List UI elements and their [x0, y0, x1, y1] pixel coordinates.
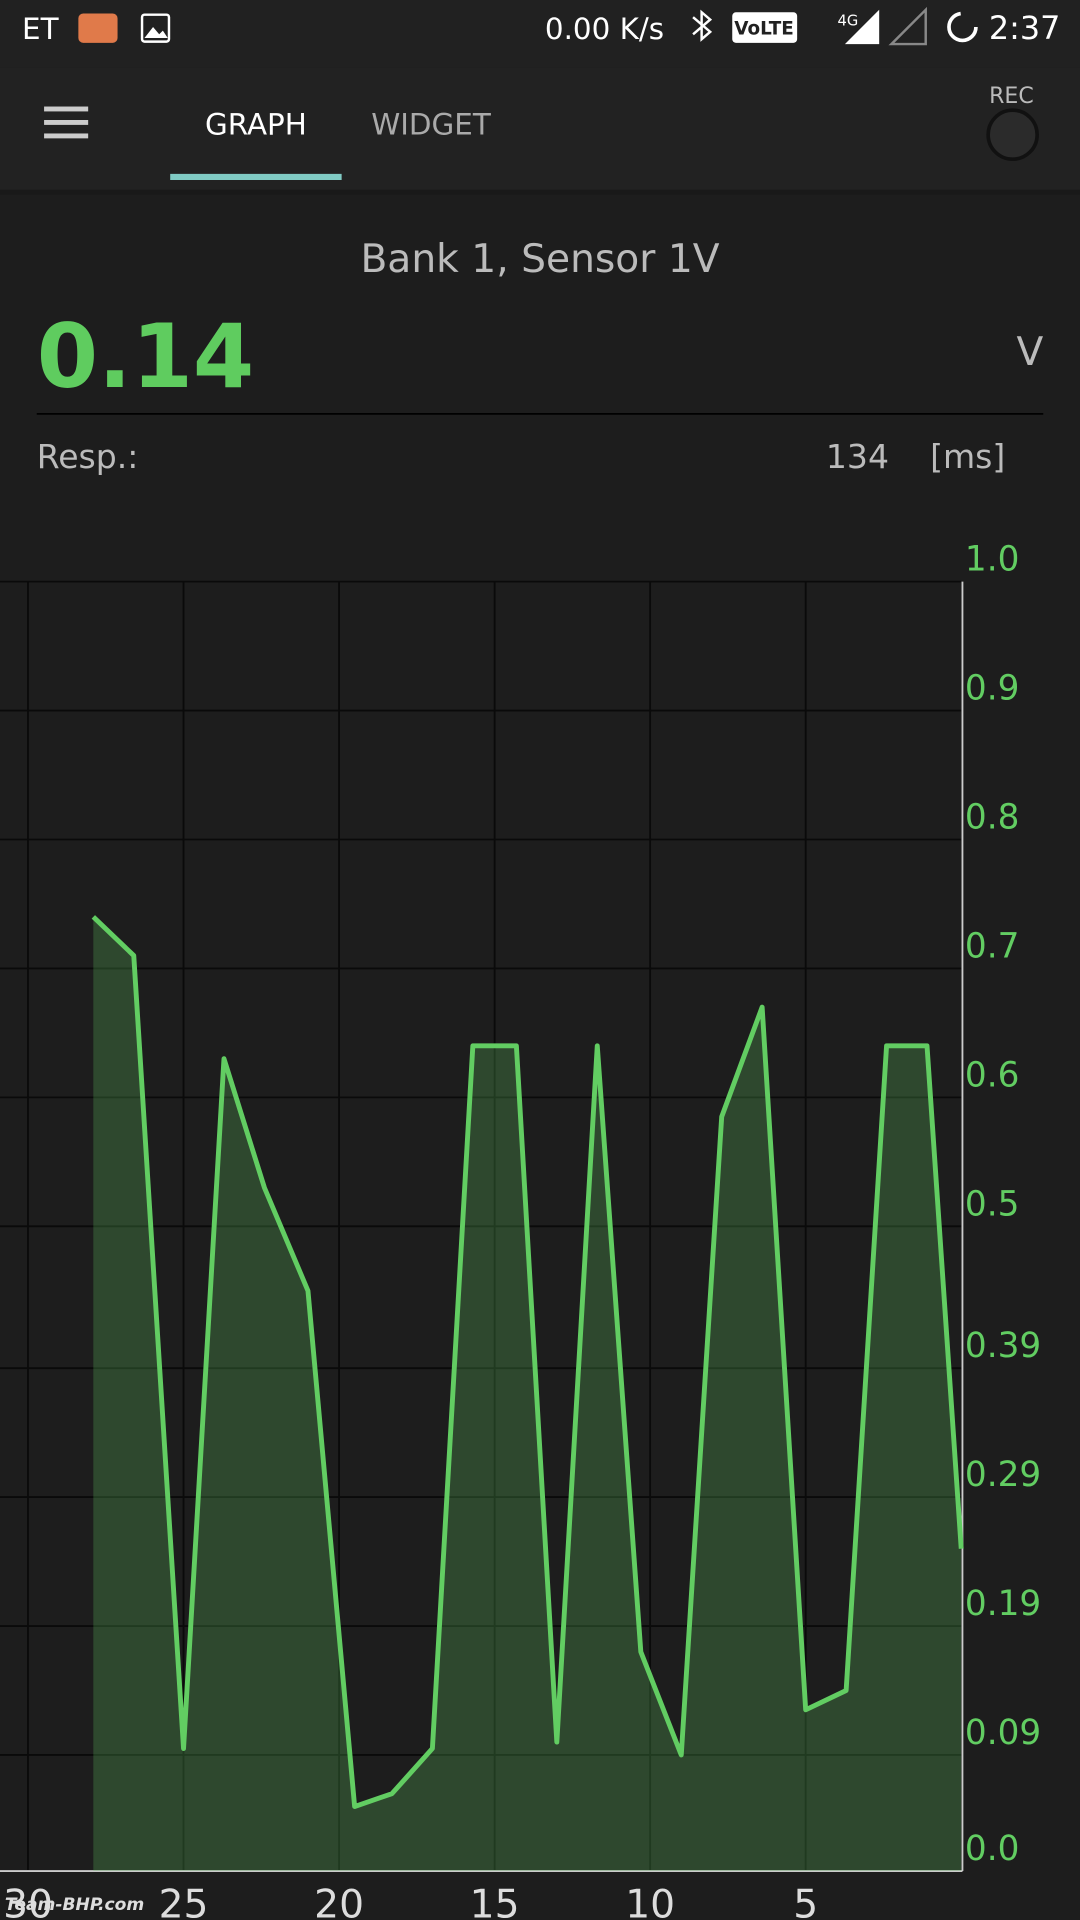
x-tick-label: 5	[793, 1883, 818, 1920]
y-tick-label: 0.19	[965, 1584, 1041, 1624]
x-tick-label: 10	[625, 1883, 675, 1920]
sensor-title: Bank 1, Sensor 1V	[360, 237, 719, 282]
status-bar	[0, 0, 1080, 68]
rec-button[interactable]	[986, 108, 1039, 162]
volte-badge	[732, 12, 798, 43]
tab-graph[interactable]: GRAPH	[205, 108, 307, 142]
net-speed: 0.00 K/s	[545, 12, 664, 46]
y-tick-label: 0.6	[965, 1055, 1020, 1095]
y-tick-label: 0.29	[965, 1455, 1041, 1495]
resp-value: 134	[826, 437, 889, 476]
y-tick-label: 0.0	[965, 1829, 1020, 1869]
signal-icon-2	[888, 6, 927, 46]
y-tick-label: 0.39	[965, 1326, 1041, 1366]
x-tick-label: 30	[3, 1883, 53, 1920]
volte: VoLTE	[734, 18, 794, 39]
x-tick-label: 20	[314, 1883, 364, 1920]
image-icon-shape	[144, 26, 168, 38]
y-tick-label: 0.9	[965, 669, 1020, 709]
area	[93, 916, 962, 1872]
y-tick-label: 0.5	[965, 1184, 1020, 1224]
bluetooth-icon	[692, 9, 713, 42]
line	[91, 915, 964, 1809]
image-icon	[140, 13, 171, 43]
menu-line	[44, 133, 89, 139]
tab-widget[interactable]: WIDGET	[371, 108, 492, 142]
watermark: Team-BHP.com	[5, 1895, 144, 1915]
y-tick-label: 1.0	[965, 540, 1020, 580]
x-tick-label: 25	[159, 1883, 209, 1920]
rec-label: REC	[989, 84, 1034, 109]
app-icon	[78, 13, 118, 43]
y-tick-label: 0.7	[965, 926, 1020, 966]
menu-line	[44, 106, 89, 112]
app-bar	[0, 67, 1080, 190]
tab-indicator	[170, 173, 342, 180]
menu-button[interactable]	[44, 106, 89, 139]
menu-line	[44, 120, 89, 125]
resp-unit: [ms]	[930, 437, 1005, 476]
network-type: 4G	[838, 13, 859, 30]
battery-icon	[947, 11, 978, 43]
x-tick-label: 15	[470, 1883, 520, 1920]
sensor-unit: V	[1016, 330, 1043, 375]
y-tick-label: 0.09	[965, 1713, 1041, 1753]
app-bar-shadow	[0, 189, 1080, 195]
sensor-value: 0.14	[37, 305, 255, 408]
resp-label: Resp.:	[37, 437, 139, 476]
y-tick-label: 0.8	[965, 797, 1020, 837]
carrier: ET	[22, 12, 60, 46]
clock: 2:37	[989, 9, 1060, 47]
chart: 1.0 0.9 0.8 0.7 0.6 0.5 0.39 0.29 0.19 0.09 0.0 30 2…	[0, 540, 1041, 1920]
